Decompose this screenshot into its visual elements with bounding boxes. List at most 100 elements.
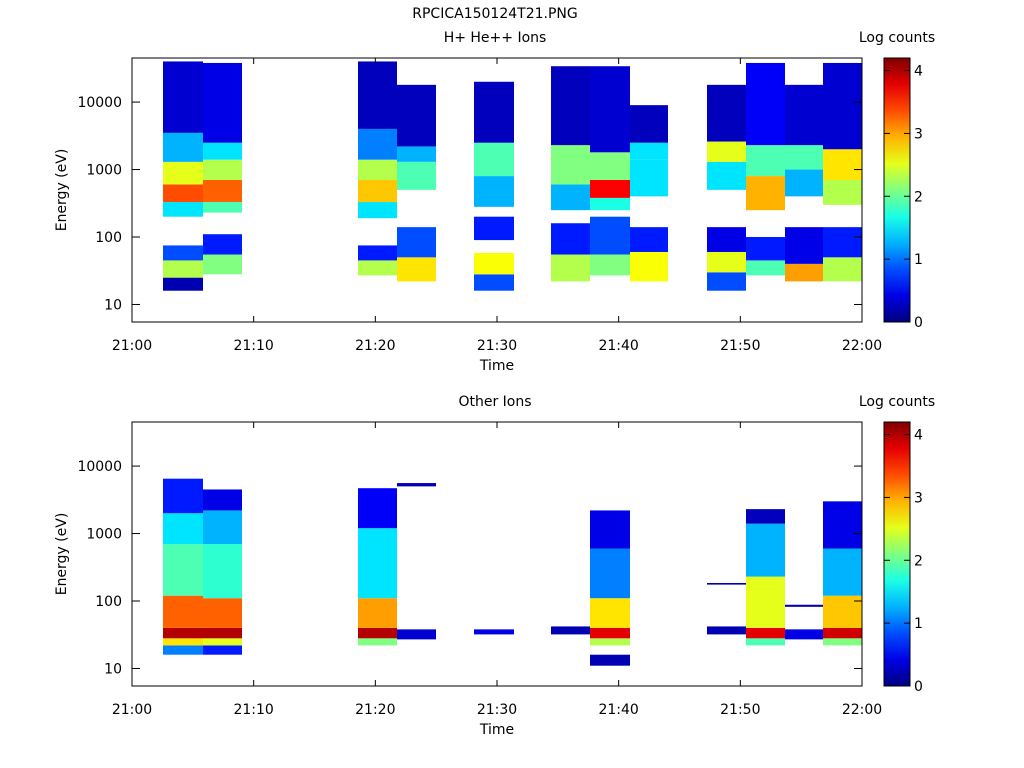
spectrogram-cell [823, 227, 862, 258]
colorbar-tick-label: 2 [914, 189, 923, 205]
spectrogram-cell [785, 169, 823, 197]
spectrogram-cell [163, 638, 203, 646]
spectrogram-cell [397, 84, 436, 147]
spectrogram-cell [746, 627, 785, 639]
spectrogram-cell [203, 489, 242, 511]
spectrogram-cell [358, 61, 397, 129]
spectrogram-cell [707, 141, 746, 162]
spectrogram-cell [551, 145, 590, 185]
spectrogram-cell [590, 197, 630, 211]
spectrogram-cell [358, 627, 397, 639]
spectrogram-cell [630, 251, 668, 282]
spectrogram-cell [746, 62, 785, 146]
spectrogram-cell [785, 227, 823, 264]
spectrogram-cell [707, 582, 746, 585]
spectrogram-cell [163, 260, 203, 278]
colorbar-tick-label: 0 [914, 679, 923, 695]
y-tick-label: 1000 [86, 527, 122, 543]
spectrogram-cell [203, 598, 242, 628]
spectrogram-cell [358, 488, 397, 529]
spectrogram-cell [746, 576, 785, 628]
spectrogram-cell [163, 513, 203, 544]
spectrogram-cell [823, 501, 862, 549]
x-tick-label: 21:50 [720, 702, 760, 718]
spectrogram-cell [746, 509, 785, 524]
spectrogram-cell [163, 184, 203, 203]
spectrogram-cell [163, 61, 203, 133]
x-tick-label: 22:00 [842, 702, 882, 718]
colorbar-label: Log counts [859, 394, 935, 410]
x-tick-label: 22:00 [842, 338, 882, 354]
y-tick-label: 10 [104, 297, 122, 313]
spectrogram-cell [163, 277, 203, 291]
spectrogram-cell [203, 179, 242, 203]
spectrogram-cell [474, 629, 514, 635]
spectrogram-cell [823, 62, 862, 150]
y-tick-label: 100 [95, 594, 122, 610]
x-tick-label: 21:30 [477, 702, 517, 718]
spectrogram-cell [358, 159, 397, 180]
panel-other-ions: Other Ions 21:00 21:10 21:20 21:30 21:40 21:50… [54, 394, 935, 738]
x-tick-label: 21:40 [598, 338, 638, 354]
spectrogram-cell [785, 145, 823, 170]
spectrogram-cell [707, 227, 746, 252]
spectrogram-cell [203, 638, 242, 646]
spectrogram-cell [785, 263, 823, 282]
colorbar-tick-label: 1 [914, 252, 923, 268]
y-tick-label: 1000 [86, 163, 122, 179]
spectrogram-cell [203, 62, 242, 143]
x-tick-label: 21:00 [112, 702, 152, 718]
spectrogram-cell [474, 216, 514, 241]
spectrogram-cell [358, 128, 397, 160]
spectrogram-cell [590, 179, 630, 198]
spectrogram-cell [630, 105, 668, 143]
x-tick-label: 21:20 [355, 702, 395, 718]
spectrogram-cell [551, 66, 590, 146]
spectrogram-cell [474, 274, 514, 291]
spectrogram-cell [590, 627, 630, 639]
spectrogram-cell [397, 257, 436, 282]
spectrogram-cell [358, 598, 397, 628]
y-tick-label: 10 [104, 661, 122, 677]
spectrogram-cell [203, 202, 242, 213]
spectrogram-cell [163, 595, 203, 628]
spectrogram-cell [823, 548, 862, 596]
spectrogram-cell [397, 483, 436, 487]
x-tick-label: 21:40 [598, 702, 638, 718]
y-axis-label: Energy (eV) [54, 513, 70, 596]
spectrogram-cell [163, 645, 203, 655]
spectrogram-cell [590, 654, 630, 666]
spectrogram-cell [785, 84, 823, 146]
spectrogram-cell [590, 152, 630, 180]
spectrogram-cell [746, 260, 785, 276]
spectrogram-cell [474, 252, 514, 275]
spectrogram-cell [746, 237, 785, 261]
spectrogram-cell [551, 184, 590, 211]
colorbar-label: Log counts [859, 30, 935, 46]
spectrogram-cell [823, 595, 862, 628]
spectrogram-cell [746, 176, 785, 211]
spectrogram-cell [823, 179, 862, 205]
spectrogram-cell [707, 272, 746, 291]
spectrogram-cell [551, 626, 590, 635]
spectrogram-cell [358, 260, 397, 276]
spectrogram-cell [163, 627, 203, 639]
spectrogram-cell [707, 251, 746, 273]
x-tick-label: 21:30 [477, 338, 517, 354]
spectrogram-cell [823, 638, 862, 646]
spectrogram-cells [163, 61, 862, 291]
spectrogram-cell [203, 645, 242, 655]
colorbar-tick-label: 3 [914, 126, 923, 142]
spectrogram-cell [397, 146, 436, 162]
spectrogram-cell [397, 227, 436, 258]
colorbar-tick-label: 2 [914, 553, 923, 569]
x-axis-label: Time [479, 358, 514, 374]
spectrogram-cell [823, 149, 862, 180]
spectrogram-cell [474, 176, 514, 207]
spectrogram-cell [203, 159, 242, 180]
spectrogram-cell [163, 245, 203, 261]
colorbar-tick-label: 1 [914, 616, 923, 632]
spectrogram-cell [551, 254, 590, 282]
spectrogram-cell [590, 548, 630, 599]
